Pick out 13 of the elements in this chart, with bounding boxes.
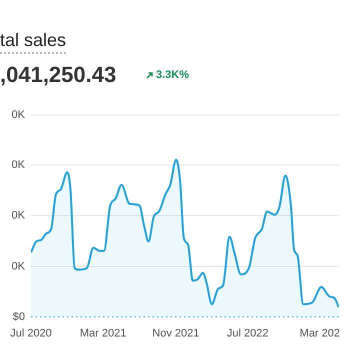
y-tick-label: 0K: [12, 260, 26, 273]
chart-subtitle: ,041,250.43: [0, 62, 116, 88]
x-tick-label: Mar 2021: [80, 327, 126, 340]
chart-title: tal sales: [0, 30, 66, 54]
text: 3.3K%: [156, 69, 190, 81]
y-tick-label: 0K: [12, 109, 26, 122]
y-tick-label: $0: [12, 310, 25, 323]
x-tick-label: Jul 2020: [10, 327, 52, 340]
y-tick-label: 0K: [12, 159, 26, 172]
x-tick-label: Jul 2022: [226, 327, 268, 340]
x-tick-label: Nov 2021: [152, 327, 200, 340]
y-tick-label: 0K: [12, 209, 26, 222]
x-tick-label: Mar 202: [300, 327, 340, 340]
